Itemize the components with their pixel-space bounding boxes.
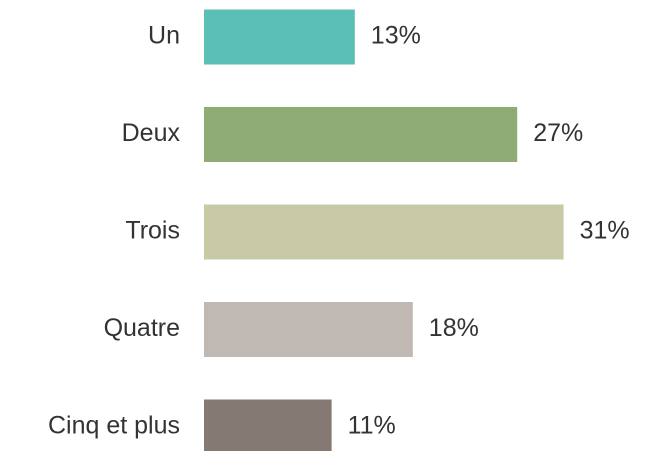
category-label: Trois xyxy=(125,217,180,245)
bar xyxy=(204,399,332,451)
value-label: 13% xyxy=(371,22,421,50)
category-label: Un xyxy=(148,22,180,50)
value-label: 18% xyxy=(429,314,479,342)
bar xyxy=(204,107,518,162)
bar xyxy=(204,302,413,357)
value-label: 11% xyxy=(348,412,396,440)
bar xyxy=(204,9,355,65)
category-label: Quatre xyxy=(104,314,180,342)
category-label: Deux xyxy=(122,119,181,147)
value-label: 31% xyxy=(580,217,630,245)
value-label: 27% xyxy=(533,119,583,147)
category-label: Cinq et plus xyxy=(48,412,180,440)
bar xyxy=(204,204,564,260)
